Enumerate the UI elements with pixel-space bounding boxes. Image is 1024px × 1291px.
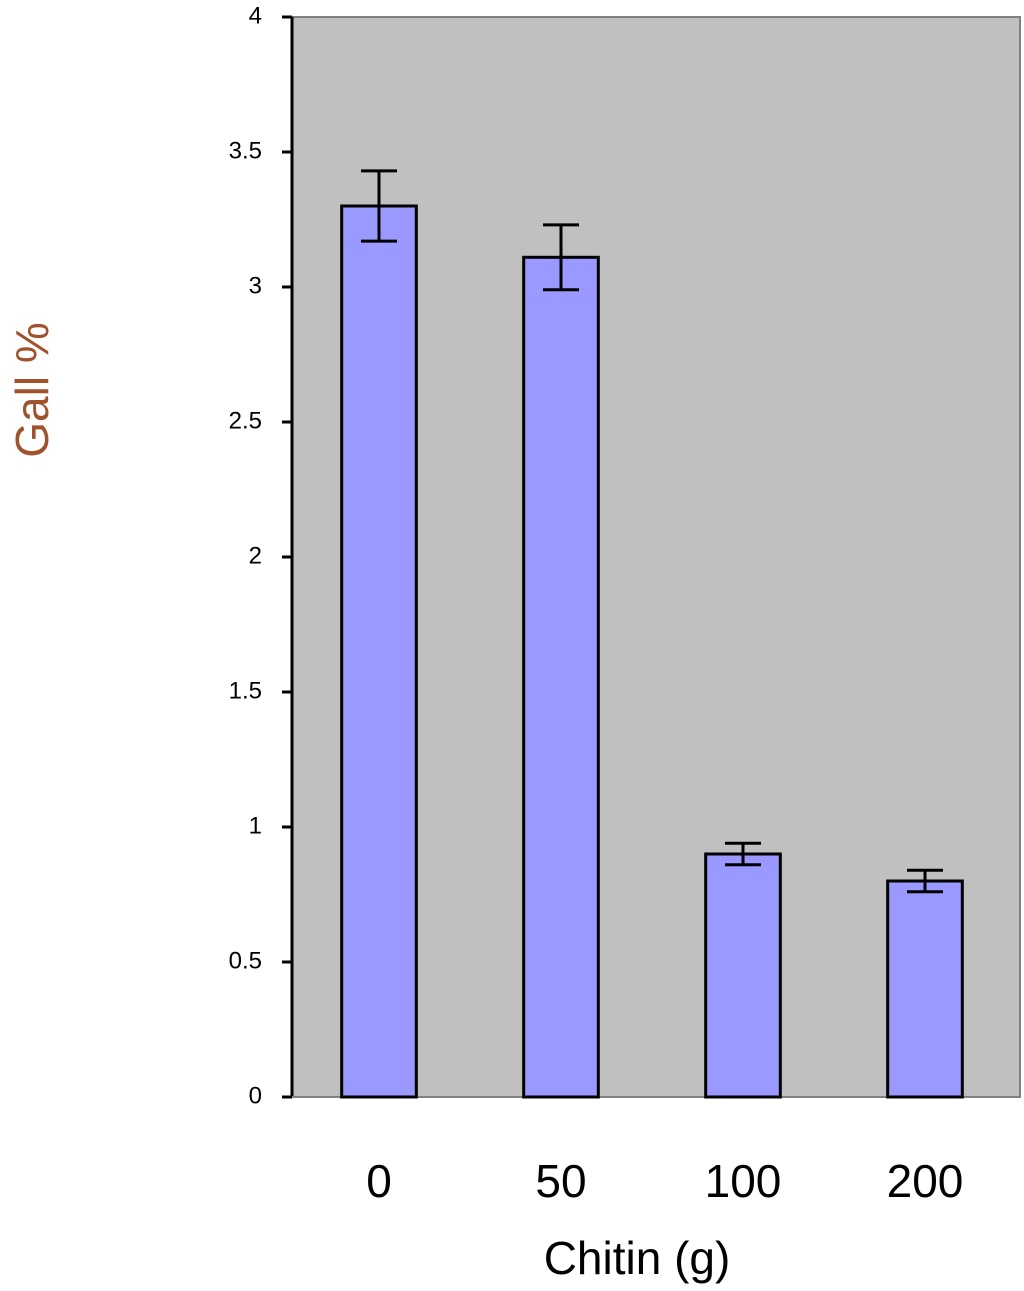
error-bar <box>725 841 761 867</box>
y-tick-label: 1.5 <box>229 677 262 704</box>
y-tick-label: 1 <box>249 812 262 839</box>
y-tick-label: 3.5 <box>229 137 262 164</box>
bar <box>340 204 418 1099</box>
y-tick-label: 4 <box>249 2 262 29</box>
x-axis-title: Chitin (g) <box>544 1232 731 1284</box>
bar <box>886 879 964 1099</box>
x-tick-label: 0 <box>366 1155 392 1207</box>
x-tick-label: 100 <box>705 1155 782 1207</box>
x-tick-label: 50 <box>535 1155 586 1207</box>
y-tick-label: 0.5 <box>229 947 262 974</box>
error-bar <box>543 223 579 292</box>
y-tick-label: 2 <box>249 542 262 569</box>
y-tick-label: 0 <box>249 1082 262 1109</box>
y-axis-title: Gall % <box>6 322 58 457</box>
error-bar <box>907 868 943 894</box>
y-tick-label: 2.5 <box>229 407 262 434</box>
bar <box>522 255 600 1099</box>
error-bar <box>361 169 397 243</box>
x-tick-label: 200 <box>887 1155 964 1207</box>
bar <box>704 852 782 1099</box>
y-tick-label: 3 <box>249 272 262 299</box>
